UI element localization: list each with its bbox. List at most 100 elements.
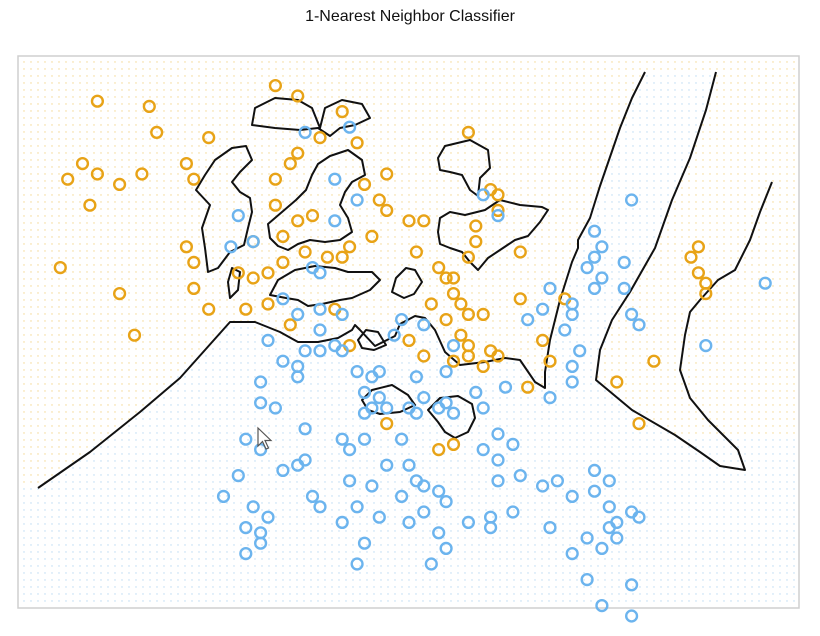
region-dot bbox=[436, 488, 438, 490]
region-dot bbox=[44, 537, 46, 539]
region-dot bbox=[205, 460, 207, 462]
region-dot bbox=[394, 502, 396, 504]
region-dot bbox=[233, 516, 235, 518]
region-dot bbox=[429, 446, 431, 448]
region-dot bbox=[100, 264, 102, 266]
region-dot bbox=[422, 271, 424, 273]
region-dot bbox=[233, 369, 235, 371]
region-dot bbox=[149, 411, 151, 413]
region-dot bbox=[317, 600, 319, 602]
region-dot bbox=[79, 432, 81, 434]
region-dot bbox=[30, 201, 32, 203]
region-dot bbox=[114, 579, 116, 581]
region-dot bbox=[86, 194, 88, 196]
region-dot bbox=[415, 355, 417, 357]
region-dot bbox=[303, 334, 305, 336]
region-dot bbox=[303, 145, 305, 147]
region-dot bbox=[366, 61, 368, 63]
region-dot bbox=[135, 285, 137, 287]
region-dot bbox=[184, 271, 186, 273]
region-dot bbox=[415, 523, 417, 525]
region-dot bbox=[65, 460, 67, 462]
region-dot bbox=[212, 180, 214, 182]
region-dot bbox=[212, 558, 214, 560]
region-dot bbox=[275, 572, 277, 574]
region-dot bbox=[240, 124, 242, 126]
region-dot bbox=[233, 152, 235, 154]
region-dot bbox=[415, 460, 417, 462]
region-dot bbox=[79, 82, 81, 84]
region-dot bbox=[310, 229, 312, 231]
region-dot bbox=[65, 152, 67, 154]
region-dot bbox=[394, 194, 396, 196]
region-dot bbox=[450, 460, 452, 462]
region-dot bbox=[310, 334, 312, 336]
region-dot bbox=[107, 411, 109, 413]
region-dot bbox=[219, 516, 221, 518]
region-dot bbox=[226, 432, 228, 434]
region-dot bbox=[240, 61, 242, 63]
region-dot bbox=[44, 320, 46, 322]
region-dot bbox=[268, 264, 270, 266]
region-dot bbox=[303, 523, 305, 525]
region-dot bbox=[30, 264, 32, 266]
region-dot bbox=[177, 243, 179, 245]
region-dot bbox=[135, 551, 137, 553]
region-dot bbox=[184, 194, 186, 196]
region-dot bbox=[23, 173, 25, 175]
region-dot bbox=[401, 222, 403, 224]
region-dot bbox=[149, 446, 151, 448]
region-dot bbox=[450, 495, 452, 497]
region-dot bbox=[58, 404, 60, 406]
region-dot bbox=[282, 299, 284, 301]
region-dot bbox=[219, 523, 221, 525]
region-dot bbox=[58, 418, 60, 420]
region-dot bbox=[149, 600, 151, 602]
region-dot bbox=[65, 201, 67, 203]
region-dot bbox=[401, 439, 403, 441]
region-dot bbox=[58, 565, 60, 567]
region-dot bbox=[408, 306, 410, 308]
region-dot bbox=[184, 152, 186, 154]
region-dot bbox=[128, 103, 130, 105]
region-dot bbox=[177, 208, 179, 210]
region-dot bbox=[387, 572, 389, 574]
region-dot bbox=[289, 509, 291, 511]
region-dot bbox=[37, 103, 39, 105]
region-dot bbox=[128, 75, 130, 77]
region-dot bbox=[331, 110, 333, 112]
region-dot bbox=[352, 411, 354, 413]
region-dot bbox=[436, 110, 438, 112]
region-dot bbox=[107, 145, 109, 147]
region-dot bbox=[156, 411, 158, 413]
region-dot bbox=[429, 166, 431, 168]
region-dot bbox=[436, 369, 438, 371]
region-dot bbox=[275, 82, 277, 84]
region-dot bbox=[44, 68, 46, 70]
region-dot bbox=[170, 544, 172, 546]
region-dot bbox=[422, 299, 424, 301]
region-dot bbox=[443, 103, 445, 105]
region-dot bbox=[72, 481, 74, 483]
region-dot bbox=[310, 530, 312, 532]
region-dot bbox=[135, 131, 137, 133]
region-dot bbox=[450, 243, 452, 245]
region-dot bbox=[380, 558, 382, 560]
region-dot bbox=[240, 194, 242, 196]
region-dot bbox=[128, 208, 130, 210]
region-dot bbox=[170, 75, 172, 77]
region-dot bbox=[317, 397, 319, 399]
region-dot bbox=[310, 327, 312, 329]
region-dot bbox=[408, 376, 410, 378]
region-dot bbox=[373, 103, 375, 105]
region-dot bbox=[149, 488, 151, 490]
region-dot bbox=[345, 383, 347, 385]
region-dot bbox=[366, 278, 368, 280]
region-dot bbox=[156, 418, 158, 420]
region-dot bbox=[205, 222, 207, 224]
region-dot bbox=[149, 103, 151, 105]
region-dot bbox=[184, 537, 186, 539]
region-dot bbox=[233, 348, 235, 350]
region-dot bbox=[226, 110, 228, 112]
region-dot bbox=[219, 138, 221, 140]
